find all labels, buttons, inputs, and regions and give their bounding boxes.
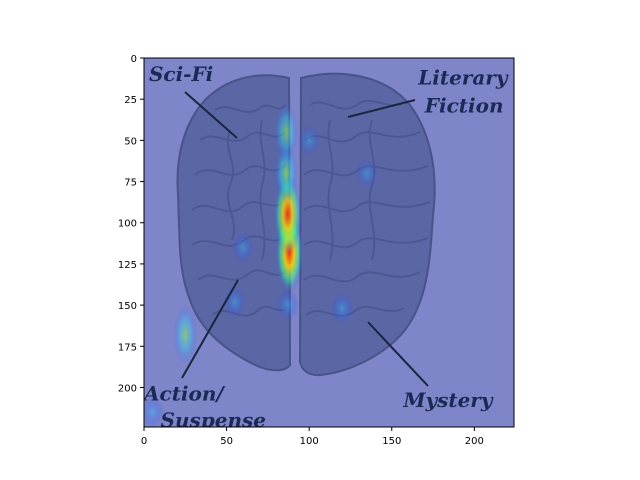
y-tick-label-0: 0 xyxy=(131,54,137,65)
annotation-labels: Sci-Fi Literary Fiction Action/Suspense Myst… xyxy=(142,62,509,432)
x-axis: 0 50 100 150 200 xyxy=(141,427,484,447)
hotspot-7 xyxy=(330,292,355,325)
y-axis: 0 25 50 75 100 125 150 175 200 xyxy=(118,54,144,394)
literary-pointer-line xyxy=(347,99,416,118)
y-tick-label-150: 150 xyxy=(118,301,137,312)
hotspot-11 xyxy=(144,396,165,427)
y-tick-label-25: 25 xyxy=(124,95,137,106)
y-tick-label-75: 75 xyxy=(124,178,137,189)
hotspot-2 xyxy=(274,143,299,204)
x-tick-label-150: 150 xyxy=(382,436,401,447)
brain-image: Sci-Fi Literary Fiction Action/Suspense Myst… xyxy=(142,58,514,432)
action-pointer-line xyxy=(181,279,239,379)
hotspot-10 xyxy=(297,124,322,157)
hotspot-9 xyxy=(354,157,379,190)
annotation-label-2: Fiction xyxy=(424,93,504,117)
annotation-label-0: Sci-Fi xyxy=(149,62,213,86)
annotation-label-3: Action/ xyxy=(142,382,225,406)
x-tick-label-50: 50 xyxy=(220,436,233,447)
y-tick-label-200: 200 xyxy=(118,383,137,394)
plot-area: Sci-Fi Literary Fiction Action/Suspense Myst… xyxy=(142,57,515,432)
hotspot-5 xyxy=(173,304,198,365)
heatmap-overlay xyxy=(144,58,514,427)
hotspot-4 xyxy=(275,289,300,322)
annotation-label-5: Mystery xyxy=(402,388,494,412)
heatmap-hotspots xyxy=(144,102,379,427)
x-tick-label-100: 100 xyxy=(300,436,319,447)
brain-gyri-texture xyxy=(191,99,431,317)
scifi-pointer-line xyxy=(184,91,238,139)
annotation-label-4: Suspense xyxy=(161,408,266,432)
y-tick-label-100: 100 xyxy=(118,219,137,230)
axes-frame xyxy=(143,57,515,428)
hotspot-8 xyxy=(231,231,256,264)
x-tick-label-200: 200 xyxy=(465,436,484,447)
y-tick-label-175: 175 xyxy=(118,342,137,353)
y-tick-label-50: 50 xyxy=(124,136,137,147)
hotspot-3 xyxy=(274,102,299,163)
annotation-lines xyxy=(181,91,429,387)
hotspot-6 xyxy=(222,285,247,318)
mystery-pointer-line xyxy=(367,321,429,387)
y-tick-label-125: 125 xyxy=(118,260,137,271)
annotation-label-1: Literary xyxy=(417,65,509,89)
x-tick-label-0: 0 xyxy=(141,436,147,447)
